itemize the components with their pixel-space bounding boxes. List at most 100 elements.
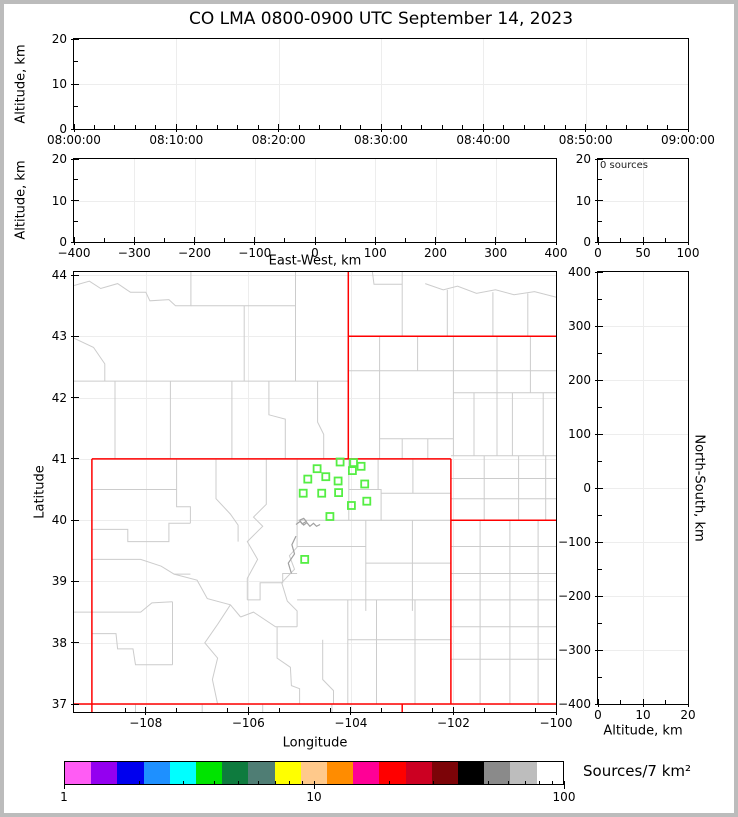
x-tick — [687, 124, 689, 132]
colorbar-segment — [510, 762, 537, 784]
y-tick — [595, 703, 603, 705]
colorbar-minor-tick — [258, 781, 260, 785]
y-tick-label: 10 — [51, 193, 67, 208]
y-tick-label: 200 — [568, 373, 591, 387]
y-tick — [71, 83, 79, 85]
y-minor-tick — [598, 514, 602, 516]
x-minor-tick — [381, 708, 383, 712]
y-tick — [71, 397, 79, 399]
eastwest-height-panel: −400 −300 −200 −100 0 100 200 300 400 0 10 20 — [52, 152, 568, 260]
x-minor-tick — [421, 125, 423, 129]
lma-station-marker — [317, 488, 327, 498]
x-tick — [278, 124, 280, 132]
x-tick — [687, 699, 689, 707]
x-tick-label: −400 — [57, 246, 91, 260]
colorbar-segment — [458, 762, 485, 784]
county-boundary — [317, 381, 325, 459]
colorbar-segment — [431, 762, 459, 784]
y-tick-label: 20 — [51, 152, 67, 166]
x-tick — [555, 237, 557, 245]
sources-colorbar — [64, 761, 564, 785]
y-tick — [71, 274, 79, 276]
x-tick — [687, 237, 689, 245]
x-minor-tick — [667, 125, 669, 129]
northsouth-height-panel: 0 10 20 −400 −300 −200 −100 0 100 200 300 400 — [558, 265, 696, 722]
x-minor-tick — [237, 125, 239, 129]
y-tick-label: 41 — [51, 451, 67, 466]
y-tick-label: −100 — [558, 535, 591, 549]
colorbar-minor-tick — [302, 781, 304, 785]
x-tick-label: 08:20:00 — [251, 133, 306, 147]
x-tick-label: −300 — [117, 246, 151, 260]
x-minor-tick — [465, 238, 467, 242]
colorbar-segment — [222, 762, 249, 784]
colorbar-major-tick — [313, 781, 315, 789]
x-minor-tick — [163, 238, 165, 242]
x-minor-tick — [103, 238, 105, 242]
ew-panel-ylabel: Altitude, km — [13, 160, 29, 240]
x-minor-tick — [462, 125, 464, 129]
lma-station-marker — [360, 479, 370, 489]
x-tick-label: −104 — [334, 716, 368, 730]
colorbar-minor-tick — [432, 781, 434, 785]
lma-station-marker — [346, 501, 356, 510]
gridline — [74, 642, 556, 644]
x-minor-tick — [134, 125, 136, 129]
lma-station-marker — [321, 472, 331, 482]
x-minor-tick — [319, 125, 321, 129]
county-boundary — [268, 381, 286, 459]
y-tick — [71, 335, 79, 337]
y-tick-label: 37 — [51, 697, 67, 712]
county-boundary — [204, 604, 231, 705]
x-minor-tick — [93, 125, 95, 129]
colorbar-minor-tick — [464, 781, 465, 785]
map-layers — [74, 272, 556, 712]
y-tick-label: −400 — [558, 697, 591, 711]
county-boundary — [240, 611, 298, 628]
county-boundary — [74, 337, 106, 382]
gridline — [598, 380, 688, 381]
y-tick-label: 0 — [59, 235, 67, 249]
y-tick-label: 100 — [568, 427, 591, 441]
ns-panel-xlabel: Altitude, km — [603, 723, 683, 739]
colorbar-segment — [536, 762, 563, 784]
colorbar-segment — [484, 762, 511, 784]
gridline — [145, 272, 147, 712]
colorbar-minor-tick — [274, 781, 276, 785]
y-tick-label: 42 — [51, 390, 67, 405]
x-tick-label: 100 — [363, 246, 387, 260]
x-minor-tick — [404, 238, 406, 242]
x-tick — [452, 707, 454, 715]
colorbar-segment — [196, 762, 223, 784]
ew-panel-xlabel: East-West, km — [268, 253, 362, 269]
y-tick-label: 0 — [583, 235, 591, 249]
x-minor-tick — [523, 125, 525, 129]
y-tick-label: 400 — [568, 265, 591, 279]
lma-station-marker — [298, 488, 308, 498]
lma-station-marker — [300, 554, 310, 564]
x-tick-label: 08:30:00 — [354, 133, 408, 147]
gridline — [598, 650, 688, 651]
county-boundary — [276, 626, 301, 704]
x-minor-tick — [124, 708, 126, 712]
x-tick-label: 200 — [424, 246, 447, 260]
county-boundary — [281, 458, 298, 627]
x-tick — [585, 124, 587, 132]
gridline — [74, 84, 688, 85]
x-minor-tick — [400, 125, 402, 129]
y-minor-tick — [74, 106, 78, 107]
x-tick — [495, 237, 497, 245]
colorbar-minor-tick — [524, 781, 526, 785]
y-minor-tick — [598, 568, 602, 570]
y-tick-label: 20 — [575, 152, 591, 166]
x-tick — [145, 707, 147, 715]
gridline — [74, 275, 556, 277]
y-tick-label: −200 — [558, 589, 591, 603]
time-panel-ylabel: Altitude, km — [13, 44, 29, 124]
gridline — [74, 336, 556, 338]
x-minor-tick — [278, 708, 280, 712]
y-minor-tick — [598, 298, 602, 300]
x-minor-tick — [298, 125, 300, 129]
gridline — [350, 272, 352, 712]
